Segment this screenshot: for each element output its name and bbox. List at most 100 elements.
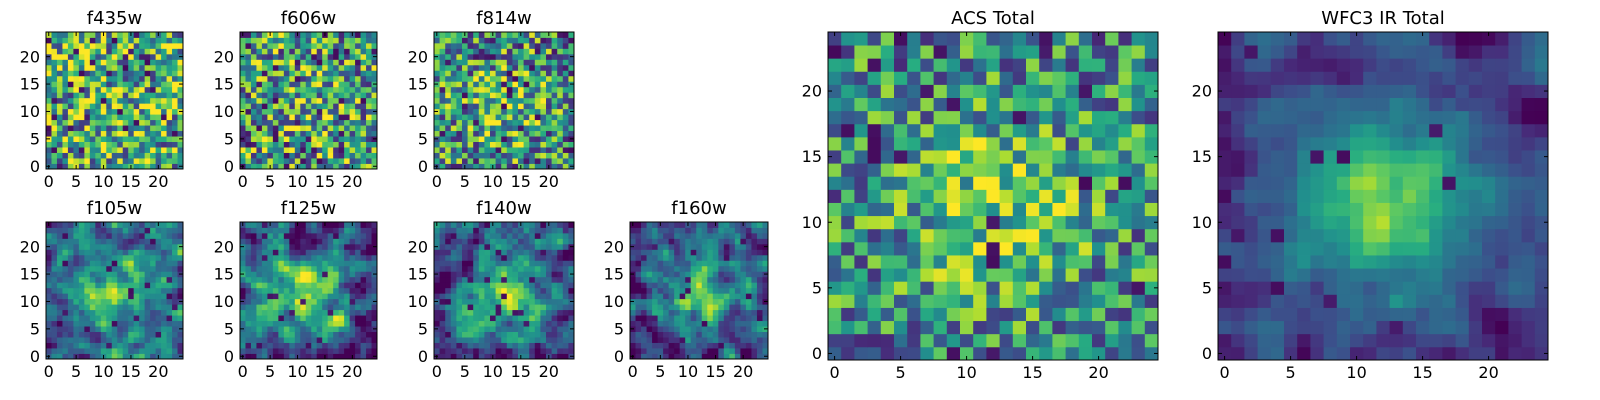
- heatmap-cell: [456, 48, 463, 55]
- x-tick-label: 20: [539, 172, 559, 191]
- heatmap-cell: [46, 265, 52, 272]
- heatmap-cell: [128, 254, 135, 261]
- y-tick-label: 0: [418, 157, 428, 176]
- heatmap-cell: [89, 276, 96, 283]
- heatmap-cell: [506, 326, 513, 332]
- heatmap-cell: [133, 254, 140, 261]
- heatmap-cell: [360, 92, 367, 99]
- heatmap-cell: [478, 152, 485, 159]
- heatmap-cell: [360, 119, 367, 126]
- heatmap-cell: [305, 147, 312, 153]
- heatmap-cell: [828, 268, 842, 282]
- heatmap-cell: [439, 293, 446, 300]
- heatmap-cell: [56, 353, 63, 360]
- heatmap-cell: [311, 141, 318, 148]
- heatmap-cell: [562, 342, 569, 349]
- heatmap-cell: [166, 158, 173, 164]
- heatmap-cell: [51, 125, 58, 132]
- heatmap-cell: [67, 348, 74, 354]
- heatmap-cell: [78, 42, 85, 49]
- heatmap-cell: [456, 70, 463, 77]
- heatmap-cell: [366, 92, 372, 99]
- heatmap-cell: [344, 348, 350, 354]
- heatmap-cell: [456, 227, 463, 234]
- heatmap-cell: [478, 108, 485, 115]
- heatmap-cell: [445, 75, 452, 82]
- heatmap-cell: [283, 249, 290, 256]
- heatmap-cell: [117, 222, 124, 228]
- heatmap-cell: [657, 315, 664, 322]
- heatmap-cell: [551, 152, 558, 159]
- heatmap-cell: [907, 320, 921, 335]
- heatmap-cell: [322, 348, 329, 354]
- heatmap-cell: [106, 141, 113, 148]
- heatmap-cell: [349, 130, 356, 137]
- heatmap-cell: [668, 222, 675, 228]
- heatmap-cell: [490, 81, 496, 88]
- heatmap-cell: [267, 260, 274, 267]
- heatmap-cell: [745, 287, 752, 294]
- heatmap-cell: [1012, 241, 1027, 256]
- heatmap-cell: [450, 108, 457, 115]
- heatmap-cell: [305, 337, 312, 343]
- heatmap-cell: [557, 353, 564, 360]
- heatmap-cell: [338, 59, 345, 66]
- heatmap-cell: [523, 260, 530, 267]
- heatmap-cell: [161, 309, 167, 316]
- heatmap-cell: [478, 293, 485, 300]
- heatmap-cell: [707, 287, 714, 294]
- heatmap-cell: [854, 333, 868, 348]
- x-tick-label: 20: [342, 362, 362, 381]
- heatmap-cell: [734, 309, 741, 316]
- heatmap-cell: [51, 97, 58, 104]
- heatmap-cell: [294, 97, 301, 104]
- heatmap-cell: [495, 331, 502, 338]
- heatmap-cell: [366, 276, 372, 283]
- heatmap-cell: [78, 276, 85, 283]
- heatmap-cell: [305, 271, 312, 278]
- heatmap-cell: [278, 287, 285, 294]
- heatmap-cell: [139, 342, 146, 349]
- heatmap-cell: [1052, 202, 1066, 217]
- heatmap-cell: [338, 254, 345, 261]
- heatmap-cell: [663, 271, 670, 278]
- heatmap-cell: [635, 254, 642, 261]
- heatmap-cell: [490, 348, 496, 354]
- heatmap-cell: [657, 265, 664, 272]
- heatmap-cell: [540, 254, 547, 261]
- heatmap-cell: [518, 287, 524, 294]
- heatmap-cells: [240, 222, 378, 360]
- heatmap-cell: [89, 353, 96, 360]
- heatmap-cell: [78, 232, 85, 239]
- heatmap-cell: [1105, 281, 1119, 295]
- heatmap-cell: [360, 282, 367, 289]
- heatmap-cell: [245, 287, 252, 294]
- heatmap-cell: [245, 227, 252, 234]
- heatmap-cell: [512, 114, 519, 121]
- heatmap-cell: [371, 147, 378, 153]
- heatmap-cell: [67, 243, 74, 250]
- heatmap-cell: [294, 293, 301, 300]
- heatmap-cell: [495, 119, 502, 126]
- heatmap-cell: [78, 238, 85, 245]
- heatmap-cell: [150, 108, 156, 115]
- heatmap-cell: [278, 119, 285, 126]
- heatmap-cell: [740, 293, 747, 300]
- heatmap-cell: [283, 136, 290, 142]
- heatmap-cell: [674, 326, 681, 332]
- heatmap-cell: [366, 331, 372, 338]
- heatmap-cell: [762, 227, 769, 234]
- heatmap-cell: [546, 92, 552, 99]
- heatmap-cell: [256, 243, 263, 250]
- heatmap-cell: [278, 108, 285, 115]
- heatmap-cell: [51, 326, 58, 332]
- heatmap-cell: [439, 147, 446, 153]
- heatmap-cell: [289, 315, 296, 322]
- heatmap-cell: [635, 238, 642, 245]
- heatmap-cell: [495, 238, 502, 245]
- heatmap-cell: [62, 119, 69, 126]
- heatmap-cell: [646, 276, 653, 283]
- heatmap-cell: [495, 254, 502, 261]
- heatmap-cell: [46, 37, 52, 44]
- heatmap-cell: [506, 147, 513, 153]
